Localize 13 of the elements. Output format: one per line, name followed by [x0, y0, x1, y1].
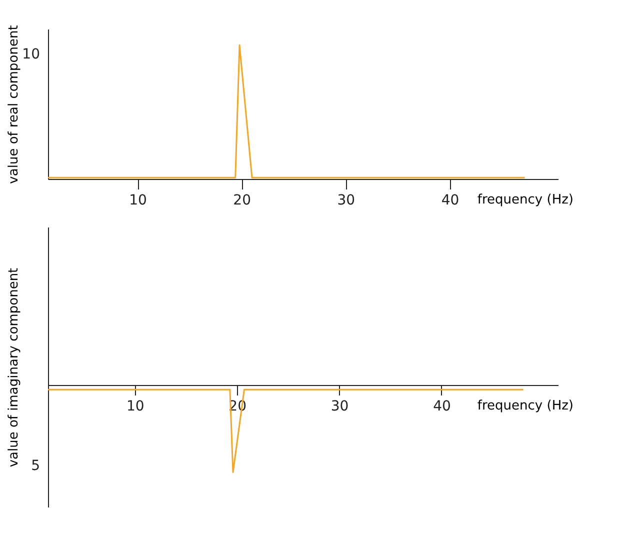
text: 5 [31, 458, 40, 474]
x-tick-label: 40 [441, 192, 460, 208]
y-axis-title: value of real component [6, 25, 22, 184]
x-tick-label: 10 [129, 192, 147, 208]
x-tick-label: 20 [233, 192, 252, 208]
x-axis-title: frequency (Hz) [477, 192, 574, 208]
x-tick-label: 30 [330, 398, 349, 414]
text: 10 [22, 46, 40, 62]
x-tick-label: 30 [337, 192, 356, 208]
x-tick-label: 40 [433, 398, 451, 414]
x-tick-label: 10 [126, 398, 144, 414]
x-axis-title: frequency (Hz) [477, 398, 574, 414]
y-axis-title: value of imaginary component [6, 268, 22, 468]
